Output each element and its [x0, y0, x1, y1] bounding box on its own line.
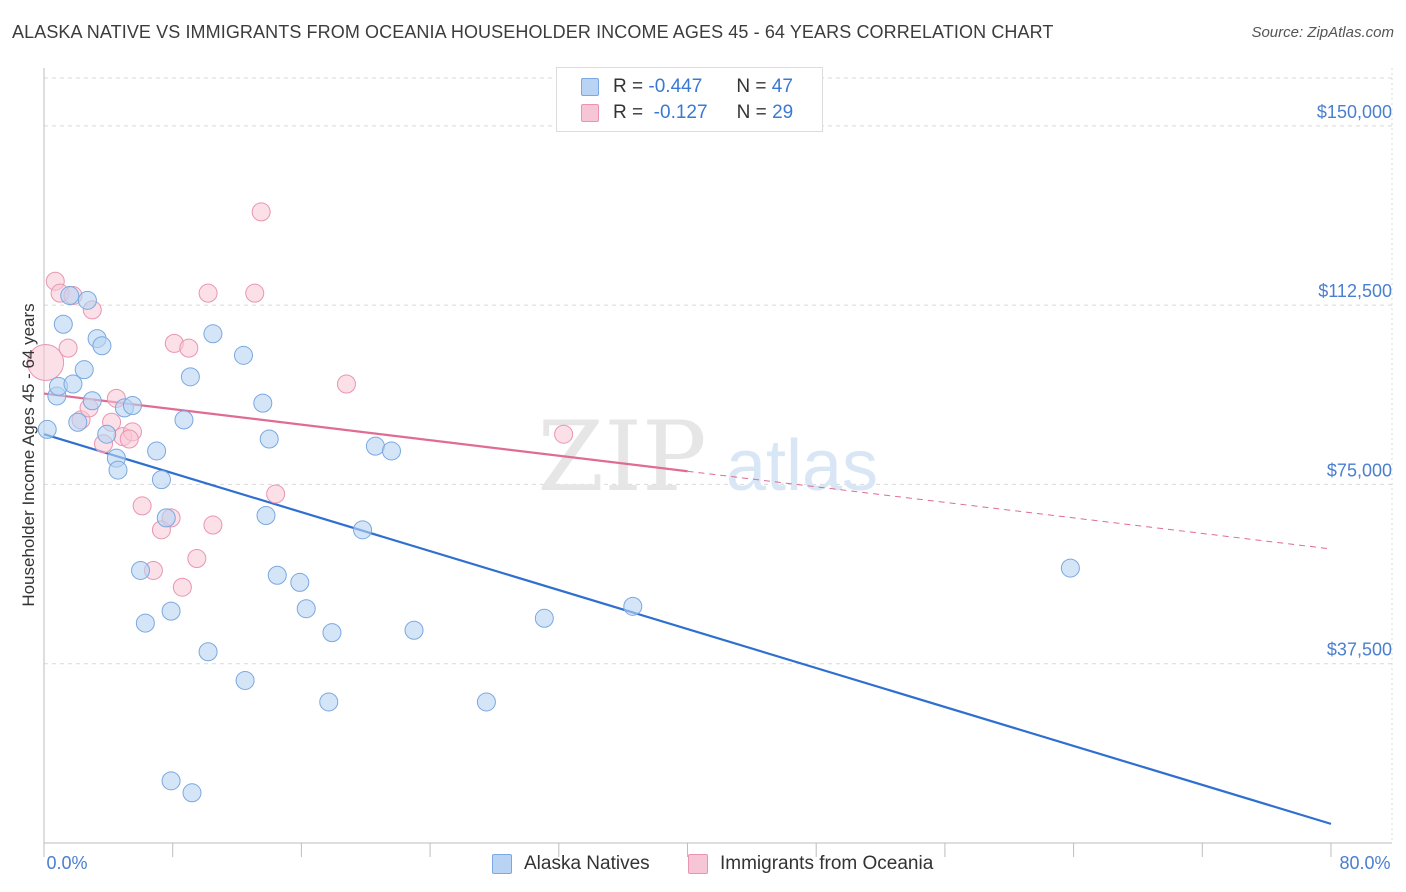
point-alaska [37, 419, 57, 439]
point-alaska [290, 572, 310, 592]
point-oceania [132, 496, 152, 516]
point-alaska [156, 508, 176, 528]
bottom-legend-swatch-pink [688, 854, 708, 874]
bottom-legend-alaska: Alaska Natives [492, 851, 650, 877]
point-alaska [180, 367, 200, 387]
point-alaska [198, 642, 218, 662]
point-alaska [161, 771, 181, 791]
legend-r-label: R = [613, 102, 644, 123]
chart-title: ALASKA NATIVE VS IMMIGRANTS FROM OCEANIA… [12, 22, 1054, 42]
scatter-points [27, 202, 1080, 803]
point-oceania [203, 515, 223, 535]
legend-row-oceania: R = -0.127 N = 29 [581, 100, 793, 126]
bottom-legend-label: Immigrants from Oceania [720, 853, 934, 874]
point-alaska [174, 410, 194, 430]
point-alaska [151, 470, 171, 490]
point-alaska [322, 623, 342, 643]
point-alaska [68, 412, 88, 432]
trend-lines [43, 392, 1332, 825]
point-alaska [233, 345, 253, 365]
point-alaska [122, 396, 142, 416]
point-alaska [53, 314, 73, 334]
y-tick-label: $75,000 [1327, 460, 1392, 480]
point-alaska [74, 360, 94, 380]
point-alaska [108, 460, 128, 480]
point-alaska [404, 620, 424, 640]
point-alaska [235, 670, 255, 690]
point-alaska [253, 393, 273, 413]
x-tick-label: 80.0% [1339, 853, 1390, 873]
trend-line-oceania [43, 392, 688, 473]
point-oceania [251, 202, 271, 222]
legend-n-label: N = [736, 102, 767, 123]
watermark-atlas: atlas [726, 426, 878, 506]
bottom-legend-swatch-blue [492, 854, 512, 874]
y-tick-label: $150,000 [1317, 102, 1392, 122]
point-alaska [60, 286, 80, 306]
legend-n-value: 47 [771, 76, 793, 97]
point-oceania [336, 374, 356, 394]
legend-row-alaska: R = -0.447 N = 47 [581, 74, 793, 100]
legend-swatch-pink [581, 104, 599, 122]
point-alaska [63, 374, 83, 394]
point-alaska [296, 599, 316, 619]
point-oceania [245, 283, 265, 303]
watermark: ZIP atlas [537, 401, 878, 513]
point-alaska [77, 290, 97, 310]
point-oceania [179, 338, 199, 358]
bottom-legend-label: Alaska Natives [524, 853, 650, 874]
tick-labels: $37,500 $75,000 $112,500 $150,000 0.0% 80.0% [46, 102, 1392, 873]
point-oceania [187, 549, 207, 569]
legend-swatch-blue [581, 78, 599, 96]
gridlines [44, 77, 1392, 665]
point-alaska [256, 505, 276, 525]
x-tick-label: 0.0% [46, 853, 87, 873]
legend-box: R = -0.447 N = 47 R = -0.127 N = 29 [556, 67, 823, 132]
point-alaska [82, 391, 102, 411]
point-alaska [97, 424, 117, 444]
legend-r-value: -0.447 [648, 76, 703, 97]
point-oceania [266, 484, 286, 504]
point-alaska [1060, 558, 1080, 578]
point-alaska [147, 441, 167, 461]
y-tick-label: $37,500 [1327, 640, 1392, 660]
point-alaska [161, 601, 181, 621]
point-alaska [182, 783, 202, 803]
trend-line-oceania-dashed [687, 470, 1332, 550]
point-alaska [623, 596, 643, 616]
point-oceania [119, 429, 139, 449]
legend-r-value: -0.127 [653, 102, 708, 123]
bottom-legend-oceania: Immigrants from Oceania [688, 851, 933, 877]
point-oceania [554, 424, 574, 444]
point-oceania [198, 283, 218, 303]
point-oceania [172, 577, 192, 597]
point-alaska [534, 608, 554, 628]
y-tick-label: $112,500 [1318, 281, 1392, 301]
legend-n-value: 29 [772, 102, 794, 123]
point-alaska [381, 441, 401, 461]
point-alaska [92, 336, 112, 356]
legend-r-label: R = [613, 76, 644, 97]
point-alaska [365, 436, 385, 456]
point-alaska [476, 692, 496, 712]
trend-line-alaska [43, 433, 1332, 825]
point-alaska [131, 560, 151, 580]
point-alaska [135, 613, 155, 633]
point-alaska [203, 324, 223, 344]
point-alaska [267, 565, 287, 585]
source-label: Source: ZipAtlas.com [1251, 24, 1394, 41]
y-axis-label: Householder Income Ages 45 - 64 years [19, 303, 38, 607]
axes [43, 68, 1393, 857]
legend-n-label: N = [736, 76, 767, 97]
point-alaska [319, 692, 339, 712]
point-alaska [259, 429, 279, 449]
point-oceania [58, 338, 78, 358]
point-oceania [27, 343, 65, 381]
point-alaska [353, 520, 373, 540]
